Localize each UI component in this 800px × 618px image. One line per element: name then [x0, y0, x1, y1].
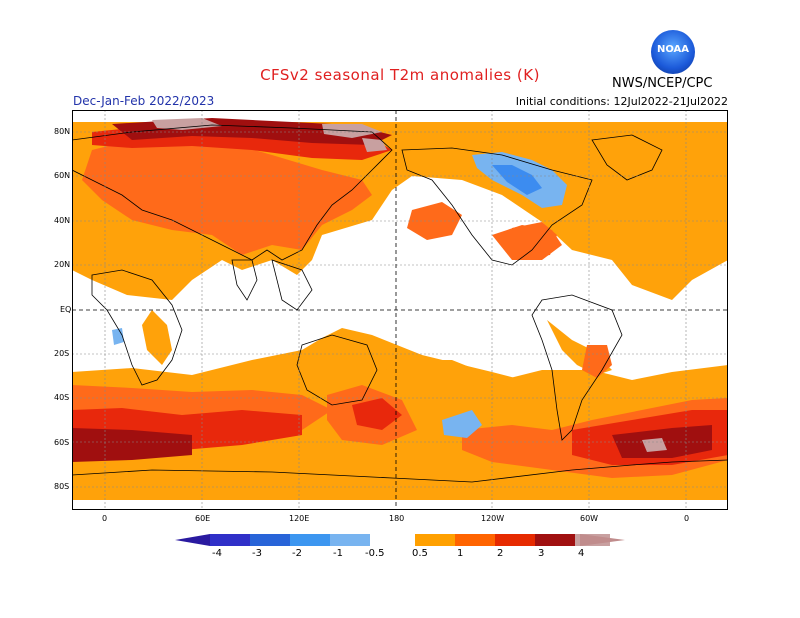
- anomaly-region: [142, 310, 172, 365]
- anomaly-region: [492, 165, 542, 195]
- colorbar-label: 3: [538, 548, 545, 559]
- anomaly-region: [642, 438, 667, 452]
- colorbar-swatch: [210, 534, 250, 546]
- lat-label: 80S: [54, 482, 70, 491]
- colorbar-swatch: [290, 534, 330, 546]
- coastline-antarctica: [72, 459, 728, 483]
- colorbar-label: -3: [252, 548, 262, 559]
- colorbar-label: -0.5: [365, 548, 385, 559]
- colorbar-swatch: [455, 534, 495, 546]
- noaa-logo-icon: NOAA: [651, 30, 695, 74]
- lon-label: 60E: [195, 514, 211, 523]
- coastline-india: [231, 259, 258, 301]
- graticule: [72, 110, 728, 510]
- agency-label: NWS/NCEP/CPC: [612, 76, 713, 91]
- anomaly-region: [442, 410, 482, 438]
- lon-label: 60W: [580, 514, 599, 523]
- anomaly-region: [407, 202, 462, 240]
- colorbar-label: 2: [497, 548, 504, 559]
- initial-conditions-label: Initial conditions: 12Jul2022-21Jul2022: [515, 95, 728, 108]
- lat-label: 60S: [54, 438, 70, 447]
- anomaly-region: [322, 328, 542, 400]
- colorbar-label: -1: [333, 548, 343, 559]
- lat-label: EQ: [60, 305, 72, 314]
- colorbar-swatch: [535, 534, 575, 546]
- lat-label: 20N: [54, 260, 71, 269]
- anomaly-region: [82, 135, 372, 255]
- season-label: Dec-Jan-Feb 2022/2023: [73, 94, 215, 108]
- lat-label: 40N: [54, 216, 71, 225]
- anomaly-region: [362, 138, 387, 152]
- coastline-australia: [296, 334, 378, 406]
- lon-label: 0: [684, 514, 690, 523]
- colorbar-swatch: [370, 534, 415, 546]
- coastline-greenland: [591, 134, 663, 181]
- noaa-logo-text: NOAA: [656, 44, 690, 55]
- lat-label: 40S: [54, 393, 70, 402]
- lon-label: 0: [102, 514, 108, 523]
- anomaly-region: [112, 328, 124, 345]
- colorbar-label: 0.5: [412, 548, 428, 559]
- warm-anomalies-extreme: [152, 118, 667, 452]
- lat-label: 60N: [54, 171, 71, 180]
- lat-label: 80N: [54, 127, 71, 136]
- colorbar-label: 4: [578, 548, 585, 559]
- anomaly-region: [510, 222, 557, 258]
- anomaly-region: [352, 398, 402, 430]
- anomaly-map: [72, 110, 728, 510]
- colorbar-swatch: [415, 534, 455, 546]
- lon-label: 180: [389, 514, 405, 523]
- colorbar-label: 1: [457, 548, 464, 559]
- anomaly-region: [582, 345, 612, 378]
- map-title: CFSv2 seasonal T2m anomalies (K): [260, 66, 540, 84]
- lon-label: 120E: [289, 514, 310, 523]
- map-frame: [72, 110, 728, 510]
- colorbar-swatch: [250, 534, 290, 546]
- lon-label: 120W: [481, 514, 505, 523]
- lat-label: 20S: [54, 349, 70, 358]
- colorbar-arrow-high: [580, 534, 625, 546]
- colorbar: [175, 534, 625, 546]
- colorbar-label: -2: [292, 548, 302, 559]
- warm-anomalies-strong-us: [510, 222, 557, 258]
- cold-anomalies-moderate: [492, 165, 542, 195]
- coastline-eurasia: [72, 124, 393, 261]
- colorbar-swatch: [495, 534, 535, 546]
- colorbar-swatch: [330, 534, 370, 546]
- colorbar-label: -4: [212, 548, 222, 559]
- anomaly-region: [72, 428, 192, 462]
- coastline-north-america: [401, 147, 593, 266]
- colorbar-arrow-low: [175, 534, 210, 546]
- coastline-se-asia: [271, 259, 313, 311]
- anomaly-region: [152, 118, 222, 130]
